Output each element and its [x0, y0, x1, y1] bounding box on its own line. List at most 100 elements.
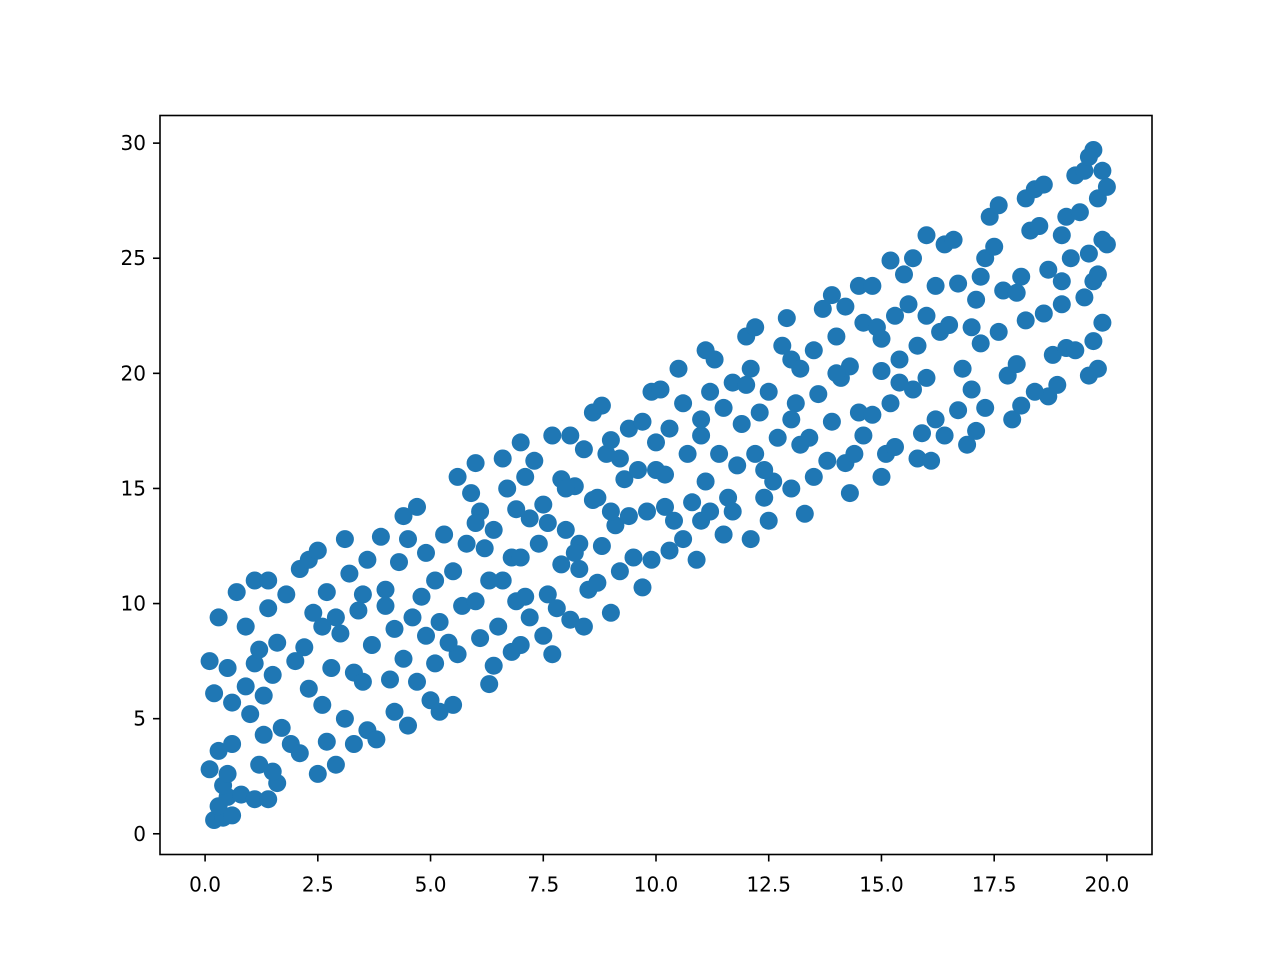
- scatter-point: [588, 573, 607, 592]
- scatter-point: [854, 313, 873, 332]
- scatter-point: [601, 431, 620, 450]
- scatter-point: [574, 617, 593, 636]
- scatter-point: [840, 357, 859, 376]
- scatter-point: [1012, 396, 1031, 415]
- scatter-point: [1007, 283, 1026, 302]
- scatter-point: [976, 398, 995, 417]
- scatter-point: [813, 299, 832, 318]
- scatter-point: [543, 426, 562, 445]
- scatter-point: [1093, 161, 1112, 180]
- scatter-point: [746, 318, 765, 337]
- scatter-point: [498, 479, 517, 498]
- scatter-point: [1075, 288, 1094, 307]
- scatter-point: [1016, 311, 1035, 330]
- scatter-point: [755, 488, 774, 507]
- scatter-point: [782, 479, 801, 498]
- scatter-point: [1093, 313, 1112, 332]
- y-tick-label: 15: [121, 476, 146, 500]
- scatter-point: [741, 530, 760, 549]
- scatter-point: [809, 385, 828, 404]
- scatter-point: [259, 599, 278, 618]
- scatter-point: [353, 585, 372, 604]
- scatter-point: [232, 785, 251, 804]
- scatter-point: [205, 684, 224, 703]
- y-tick-label: 5: [133, 707, 146, 731]
- scatter-point: [908, 336, 927, 355]
- scatter-point: [1016, 189, 1035, 208]
- scatter-point: [647, 433, 665, 452]
- scatter-point: [326, 608, 345, 627]
- scatter-point: [1012, 267, 1031, 286]
- scatter-point: [692, 410, 711, 429]
- scatter-point: [412, 587, 431, 606]
- scatter-point: [971, 267, 990, 286]
- scatter-point: [227, 583, 246, 602]
- scatter-point: [308, 764, 327, 783]
- scatter-point: [1034, 304, 1053, 323]
- scatter-point: [520, 509, 539, 528]
- scatter-point: [601, 502, 620, 521]
- scatter-point: [777, 309, 796, 328]
- scatter-point: [241, 705, 260, 724]
- scatter-point: [272, 718, 291, 737]
- scatter-point: [304, 603, 323, 622]
- scatter-point: [245, 654, 264, 673]
- scatter-point: [701, 502, 720, 521]
- scatter-point: [822, 412, 841, 431]
- scatter-point: [457, 534, 476, 553]
- scatter-point: [444, 562, 463, 581]
- scatter-point: [317, 583, 336, 602]
- scatter-point: [782, 410, 801, 429]
- scatter-point: [619, 507, 638, 526]
- scatter-point: [430, 613, 449, 631]
- scatter-point: [886, 306, 904, 325]
- scatter-point: [547, 599, 566, 618]
- scatter-point: [299, 679, 318, 698]
- scatter-point: [200, 652, 219, 671]
- scatter-point: [926, 276, 945, 295]
- scatter-point: [1052, 226, 1071, 245]
- scatter-point: [250, 640, 269, 659]
- scatter-point: [755, 461, 774, 479]
- scatter-point: [507, 500, 526, 519]
- scatter-point: [209, 741, 228, 760]
- scatter-point: [696, 472, 715, 491]
- scatter-point: [538, 585, 557, 604]
- scatter-point: [1048, 375, 1067, 394]
- scatter-point: [818, 451, 837, 470]
- scatter-point: [367, 730, 386, 749]
- scatter-point: [904, 249, 922, 268]
- scatter-point: [985, 237, 1004, 256]
- scatter-point: [489, 617, 508, 636]
- scatter-point: [313, 695, 332, 714]
- scatter-point: [444, 695, 463, 714]
- scatter-point: [629, 461, 647, 479]
- scatter-point: [1097, 177, 1116, 196]
- y-tick-label: 0: [133, 822, 146, 846]
- scatter-point: [895, 265, 913, 284]
- scatter-point: [791, 359, 810, 378]
- scatter-point: [1052, 272, 1071, 291]
- scatter-point: [1043, 345, 1062, 364]
- scatter-point: [971, 334, 990, 353]
- scatter-point: [543, 645, 562, 664]
- scatter-point: [953, 359, 972, 378]
- scatter-point: [385, 702, 404, 721]
- scatter-point: [1088, 359, 1107, 378]
- scatter-point: [245, 571, 264, 590]
- scatter-point: [750, 403, 769, 422]
- scatter-point: [949, 401, 968, 420]
- scatter-point: [471, 629, 490, 648]
- scatter-point: [223, 693, 242, 712]
- scatter-point: [913, 424, 931, 443]
- scatter-point: [313, 617, 332, 636]
- scatter-point: [286, 652, 305, 671]
- scatter-point: [344, 735, 363, 753]
- scatter-point: [236, 617, 255, 636]
- scatter-point: [516, 587, 535, 606]
- scatter-point: [349, 601, 368, 620]
- scatter-point: [989, 196, 1008, 215]
- scatter-point: [200, 760, 219, 779]
- scatter-point: [908, 449, 927, 468]
- scatter-point: [827, 327, 846, 346]
